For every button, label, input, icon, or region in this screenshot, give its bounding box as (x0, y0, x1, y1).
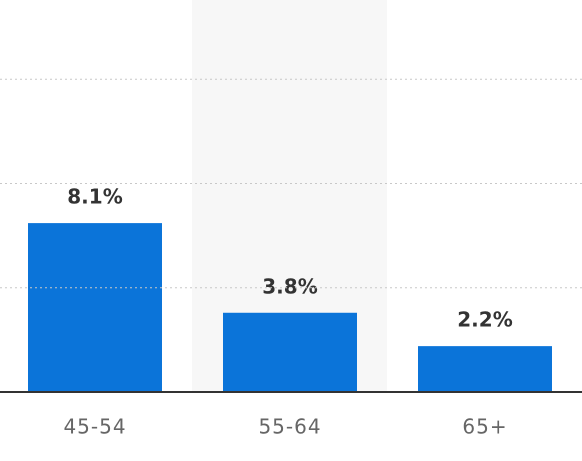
value-label: 8.1% (67, 185, 122, 209)
x-tick-label: 55-64 (258, 415, 321, 439)
bar (418, 346, 552, 392)
bar (28, 223, 162, 392)
value-label: 3.8% (262, 274, 317, 298)
value-label: 2.2% (457, 308, 512, 332)
x-tick-label: 65+ (462, 415, 507, 439)
bar (223, 312, 357, 392)
x-tick-label: 45-54 (63, 415, 126, 439)
